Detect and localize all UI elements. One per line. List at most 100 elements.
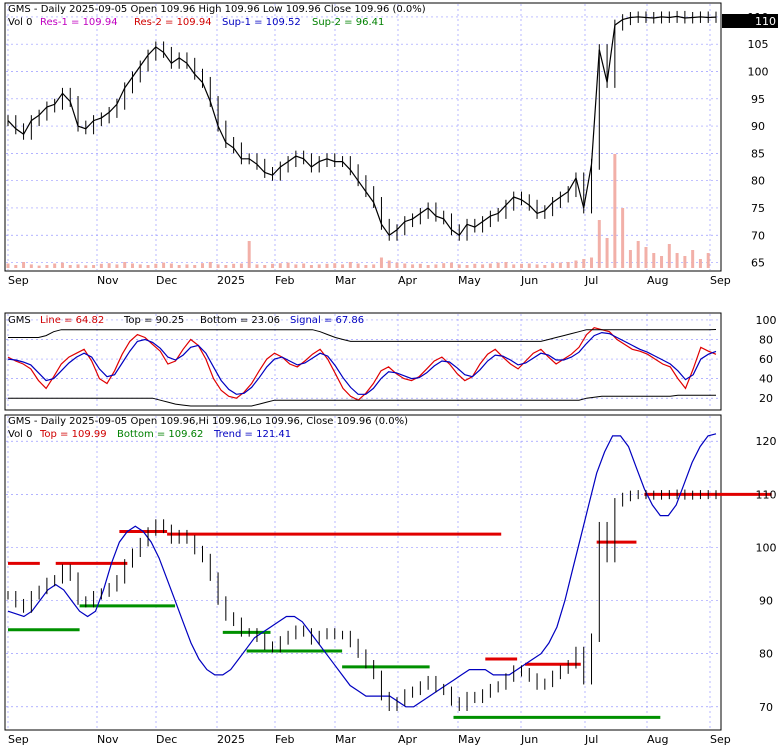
volume-bar bbox=[597, 220, 601, 268]
osc-ytick-label: 40 bbox=[759, 373, 773, 386]
trend-xtick-label: Jun bbox=[520, 733, 538, 745]
volume-bar bbox=[325, 263, 329, 268]
volume-bar bbox=[107, 263, 111, 268]
volume-bar bbox=[660, 256, 664, 268]
trend-xtick-label: Feb bbox=[275, 733, 294, 745]
volume-bar bbox=[426, 265, 430, 268]
osc-header-bottom: Bottom = 23.06 bbox=[200, 315, 280, 326]
volume-bar bbox=[683, 256, 687, 268]
volume-bar bbox=[667, 244, 671, 268]
volume-bar bbox=[286, 262, 290, 268]
volume-bar bbox=[356, 263, 360, 268]
volume-bar bbox=[675, 253, 679, 268]
volume-bar bbox=[566, 262, 570, 268]
volume-bar bbox=[263, 265, 267, 268]
volume-bar bbox=[201, 263, 205, 268]
volume-bar bbox=[535, 264, 539, 268]
volume-bar bbox=[636, 241, 640, 268]
trend-xtick-label: Sep bbox=[710, 733, 731, 745]
price-xtick-label: Sep bbox=[710, 274, 731, 287]
trend-header-top: Top = 109.99 bbox=[39, 429, 107, 440]
volume-bar bbox=[341, 264, 345, 268]
trend-xtick-label: Sep bbox=[8, 733, 29, 745]
volume-bar bbox=[543, 265, 547, 268]
volume-bar bbox=[473, 263, 477, 268]
price-xtick-label: May bbox=[458, 274, 481, 287]
volume-bar bbox=[317, 264, 321, 268]
trend-ytick-label: 120 bbox=[756, 435, 777, 448]
price-ytick-label: 100 bbox=[748, 66, 769, 79]
volume-bar bbox=[449, 262, 453, 268]
volume-bar bbox=[14, 265, 18, 268]
volume-bar bbox=[621, 208, 625, 268]
trend-ytick-label: 110 bbox=[756, 488, 777, 501]
volume-bar bbox=[411, 264, 415, 268]
volume-bar bbox=[239, 263, 243, 268]
volume-bar bbox=[177, 265, 181, 268]
trend-ytick-label: 70 bbox=[759, 701, 773, 714]
volume-bar bbox=[22, 262, 26, 268]
trend-ytick-label: 80 bbox=[759, 648, 773, 661]
osc-ytick-label: 100 bbox=[756, 314, 777, 327]
volume-bar bbox=[488, 263, 492, 268]
last-price-box bbox=[722, 14, 778, 28]
price-xtick-label: 2025 bbox=[217, 274, 245, 287]
osc-header-signal: Signal = 67.86 bbox=[290, 315, 364, 326]
volume-bar bbox=[418, 263, 422, 268]
volume-bar bbox=[208, 262, 212, 268]
price-ytick-label: 95 bbox=[751, 93, 765, 106]
volume-bar bbox=[333, 263, 337, 268]
trend-xtick-label: Jul bbox=[584, 733, 598, 745]
volume-bar bbox=[644, 247, 648, 268]
volume-bar bbox=[216, 264, 220, 268]
volume-bar bbox=[582, 259, 586, 268]
volume-bar bbox=[99, 263, 103, 268]
volume-bar bbox=[6, 263, 10, 268]
price-xtick-label: Aug bbox=[647, 274, 668, 287]
volume-bar bbox=[481, 264, 485, 268]
volume-bar bbox=[590, 257, 594, 268]
price-header-title: GMS - Daily 2025-09-05 Open 109.96 High … bbox=[8, 4, 426, 15]
volume-bar bbox=[130, 263, 134, 268]
volume-bar bbox=[527, 263, 531, 268]
trend-xtick-label: 2025 bbox=[217, 733, 245, 745]
volume-bar bbox=[395, 262, 399, 268]
osc-top-series bbox=[8, 329, 717, 342]
volume-bar bbox=[255, 264, 259, 268]
trend-xtick-label: May bbox=[458, 733, 481, 745]
last-price-label: 110 bbox=[755, 15, 776, 28]
volume-bar bbox=[613, 154, 617, 268]
price-header-sup1: Sup-1 = 109.52 bbox=[222, 17, 301, 28]
trend-ytick-label: 100 bbox=[756, 541, 777, 554]
price-xtick-label: Mar bbox=[335, 274, 356, 287]
price-ytick-label: 75 bbox=[751, 202, 765, 215]
volume-bar bbox=[92, 265, 96, 268]
volume-bar bbox=[628, 250, 632, 268]
trend-ytick-label: 90 bbox=[759, 595, 773, 608]
price-ytick-label: 90 bbox=[751, 120, 765, 133]
volume-bar bbox=[551, 263, 555, 268]
volume-bar bbox=[691, 250, 695, 268]
price-xtick-label: Apr bbox=[398, 274, 418, 287]
trend-header-title: GMS - Daily 2025-09-05 Open 109.96,Hi 10… bbox=[8, 416, 408, 427]
volume-bar bbox=[146, 265, 150, 268]
volume-bar bbox=[457, 264, 461, 268]
osc-header-title: GMS bbox=[8, 315, 31, 326]
volume-bar bbox=[504, 262, 508, 268]
volume-bar bbox=[247, 241, 251, 268]
volume-bar bbox=[68, 265, 72, 268]
osc-header-line: Line = 64.82 bbox=[40, 315, 104, 326]
volume-bar bbox=[652, 253, 656, 268]
trend-header-bottom: Bottom = 109.62 bbox=[117, 429, 203, 440]
osc-ytick-label: 20 bbox=[759, 392, 773, 405]
osc-ytick-label: 80 bbox=[759, 333, 773, 346]
volume-bar bbox=[294, 264, 298, 268]
osc-signal-series bbox=[7, 331, 717, 395]
volume-bar bbox=[558, 262, 562, 268]
volume-bar bbox=[84, 265, 88, 268]
volume-bar bbox=[29, 264, 33, 268]
volume-bar bbox=[309, 265, 313, 268]
trend-panel: 70 80 90 100 110 120 GMS - Daily 2025-09-05 O… bbox=[4, 414, 777, 746]
volume-bar bbox=[519, 263, 523, 268]
